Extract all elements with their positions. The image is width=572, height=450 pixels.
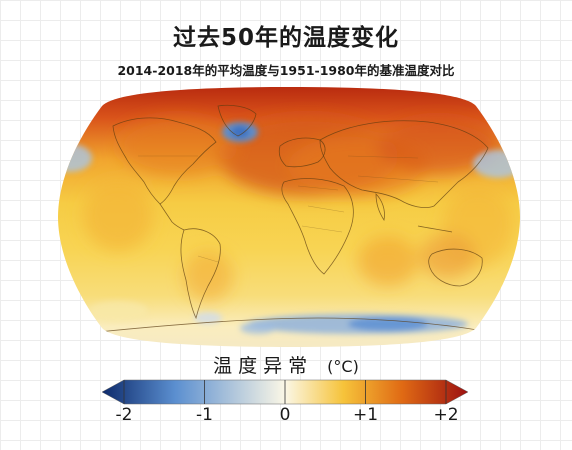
anomaly-field xyxy=(83,116,513,301)
north-america-outline xyxy=(112,117,217,205)
legend-title-text: 温度异常 xyxy=(213,355,314,377)
india-outline xyxy=(375,193,385,222)
colorbar-tick-label: +2 xyxy=(433,405,459,425)
colorbar xyxy=(101,379,469,405)
country-borders xyxy=(138,155,439,263)
temperature-anomaly-map xyxy=(58,86,520,348)
colorbar-ticks xyxy=(123,380,447,404)
coastlines xyxy=(97,104,489,333)
greenland-outline xyxy=(217,104,257,137)
south-america-outline xyxy=(180,228,221,320)
legend-unit: (°C) xyxy=(327,357,359,376)
australia-outline xyxy=(428,248,483,287)
asia-outline xyxy=(319,120,489,208)
europe-outline xyxy=(278,137,326,168)
antarctica-outline xyxy=(97,317,489,333)
colorbar-tick-label: -1 xyxy=(196,405,213,425)
colorbar-tick-label: +1 xyxy=(352,405,379,425)
africa-outline xyxy=(281,178,354,275)
legend-title: 温度异常 (°C) xyxy=(0,351,572,378)
map-title: 过去50年的温度变化 xyxy=(172,25,399,51)
globe xyxy=(58,87,520,347)
central-america-outline xyxy=(159,203,185,231)
colorbar-tick-label: -2 xyxy=(115,405,133,425)
colorbar-tick-label: 0 xyxy=(279,405,291,425)
indonesia-outline xyxy=(417,225,453,233)
map-subtitle: 2014-2018年的平均温度与1951-1980年的基准温度对比 xyxy=(117,63,455,78)
